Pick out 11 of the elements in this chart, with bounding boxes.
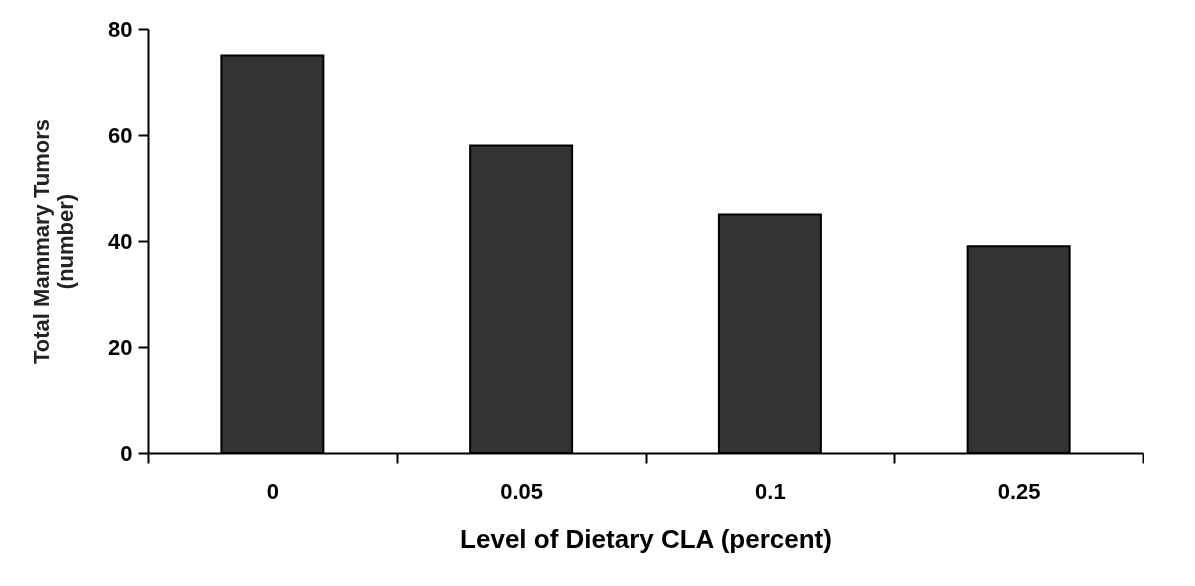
y-axis-title: Total Mammary Tumors (number) [29,119,79,364]
x-tick-label: 0 [266,478,279,504]
x-tick-label: 0.1 [755,478,786,504]
x-axis-title: Level of Dietary CLA (percent) [460,523,832,554]
y-tick-label: 40 [108,228,133,254]
x-tick-label: 0.05 [500,478,544,504]
y-tick-label: 20 [108,334,133,360]
x-tick-label: 0.25 [997,478,1041,504]
y-tick-label: 80 [108,16,133,42]
y-tick-label: 0 [120,440,133,466]
y-tick-label: 60 [108,122,133,148]
